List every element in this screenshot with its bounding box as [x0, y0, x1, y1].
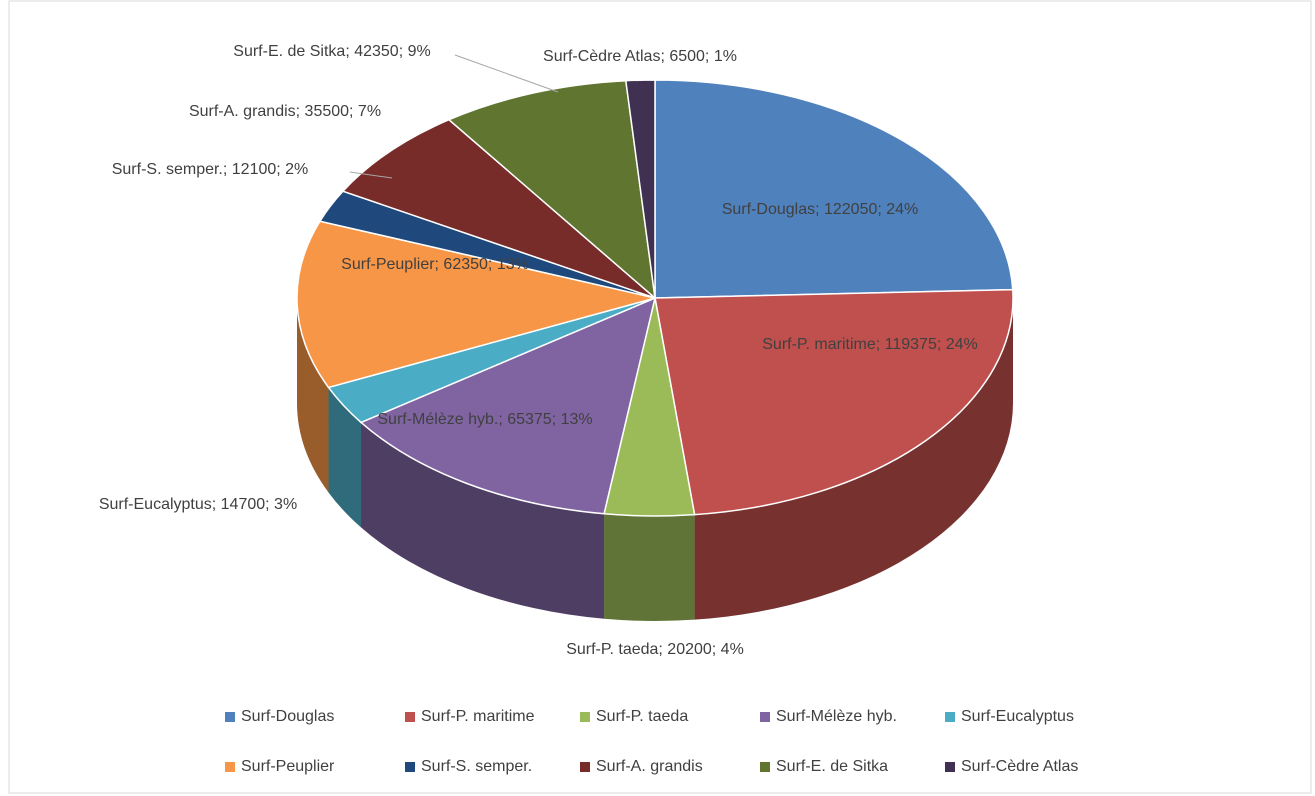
pie-slice-side	[361, 422, 605, 619]
legend-swatch	[225, 762, 235, 772]
leader-line	[349, 171, 393, 179]
data-label: Surf-Mélèze hyb.; 65375; 13%	[377, 411, 593, 428]
legend-item: Surf-Cèdre Atlas	[945, 758, 1078, 776]
pie-slice	[654, 288, 1014, 516]
legend-label: Surf-S. semper.	[421, 758, 533, 775]
pie-slice	[654, 79, 1014, 299]
pie-slice-side	[604, 513, 695, 621]
legend-item: Surf-A. grandis	[580, 758, 703, 776]
legend-swatch	[945, 712, 955, 722]
legend-label: Surf-Cèdre Atlas	[961, 758, 1079, 775]
pie-slice	[447, 79, 657, 300]
legend-label: Surf-P. taeda	[596, 708, 689, 725]
legend-swatch	[760, 762, 770, 772]
legend-item: Surf-E. de Sitka	[760, 758, 888, 776]
legend-swatch	[760, 712, 770, 722]
legend-swatch	[405, 762, 415, 772]
legend-label: Surf-A. grandis	[596, 758, 703, 775]
legend-item: Surf-P. maritime	[405, 708, 535, 726]
pie-slice-side	[328, 387, 362, 528]
legend-item: Surf-Douglas	[225, 708, 334, 726]
pie-slice	[359, 296, 657, 515]
legend-item: Surf-P. taeda	[580, 708, 688, 726]
legend-swatch	[225, 712, 235, 722]
legend-swatch	[405, 712, 415, 722]
legend-label: Surf-Mélèze hyb.	[776, 708, 897, 725]
data-label: Surf-S. semper.; 12100; 2%	[111, 161, 309, 178]
legend-item: Surf-Eucalyptus	[945, 708, 1074, 726]
data-label: Surf-Eucalyptus; 14700; 3%	[98, 496, 298, 513]
legend-label: Surf-P. maritime	[421, 708, 535, 725]
pie-slice-side	[297, 298, 329, 493]
data-label: Surf-P. taeda; 20200; 4%	[566, 641, 744, 658]
pie-slice	[341, 118, 656, 299]
data-label: Surf-Peuplier; 62350; 13%	[341, 256, 529, 273]
legend-item: Surf-Mélèze hyb.	[760, 708, 897, 726]
legend-swatch	[580, 712, 590, 722]
legend-swatch	[580, 762, 590, 772]
pie-slice-side	[694, 298, 1013, 620]
data-label: Surf-A. grandis; 35500; 7%	[188, 103, 382, 120]
pie-slice	[296, 220, 656, 389]
chart-border	[8, 0, 1312, 794]
legend-label: Surf-Eucalyptus	[961, 708, 1074, 725]
legend-swatch	[945, 762, 955, 772]
leader-line	[454, 54, 559, 93]
legend-label: Surf-E. de Sitka	[776, 758, 889, 775]
legend-label: Surf-Douglas	[241, 708, 335, 725]
data-label: Surf-Cèdre Atlas; 6500; 1%	[543, 48, 737, 65]
legend-label: Surf-Peuplier	[241, 758, 335, 775]
data-label: Surf-P. maritime; 119375; 24%	[762, 336, 978, 353]
data-label: Surf-Douglas; 122050; 24%	[721, 201, 919, 218]
legend-item: Surf-S. semper.	[405, 758, 532, 776]
legend-item: Surf-Peuplier	[225, 758, 334, 776]
data-label: Surf-E. de Sitka; 42350; 9%	[233, 43, 431, 60]
pie-slice	[624, 79, 656, 299]
